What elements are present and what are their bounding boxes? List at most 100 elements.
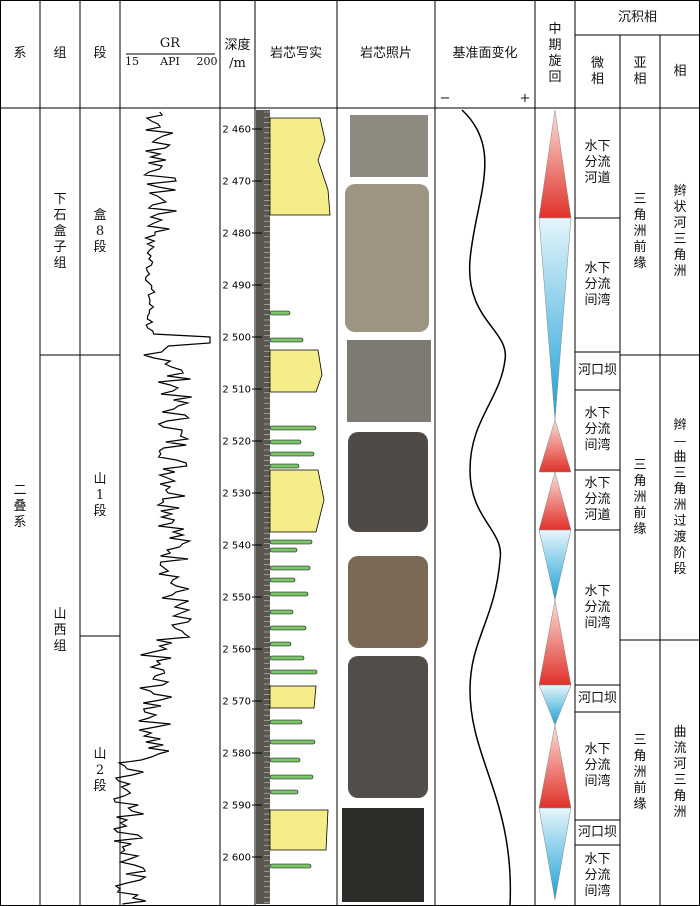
mudstone (269, 337, 304, 343)
depth-label: 2 550 (222, 593, 251, 604)
microfacies: 河口坝 (577, 824, 617, 840)
depth-label: 2 560 (222, 645, 251, 656)
facies: 辫—曲三角洲过渡阶段 (673, 417, 687, 577)
member-cell: 山2段 (80, 636, 120, 906)
subfacies-cell: 三角洲前缘 (620, 355, 660, 640)
cycle-triangles (538, 109, 572, 901)
header-system: 系 (13, 46, 27, 61)
base-level-plus: + (519, 91, 531, 106)
header-core-sketch: 岩芯写实 (269, 46, 322, 61)
mudstone (269, 577, 296, 583)
member-cell: 盒8段 (80, 108, 120, 355)
base-level-minus: − (439, 91, 451, 106)
gr-title: GR (159, 36, 181, 51)
mudstone (269, 789, 299, 795)
mudstone (269, 625, 307, 631)
mudstone (269, 539, 313, 545)
depth-label: 2 530 (222, 489, 251, 500)
microfacies-cell: 水下分流间湾 (575, 845, 620, 906)
core-ruler (256, 110, 270, 904)
mudstone (269, 547, 298, 553)
microfacies: 水下分流间湾 (584, 406, 611, 453)
facies-cell: 曲流河三角洲 (660, 640, 700, 906)
microfacies: 水下分流间湾 (584, 583, 611, 631)
depth-label: 2 500 (222, 333, 251, 344)
formation: 山西组 (53, 606, 67, 654)
microfacies: 水下分流间湾 (584, 851, 611, 899)
microfacies-cell: 水下分流间湾 (575, 218, 620, 352)
member: 盒8段 (93, 207, 107, 255)
depth-label: 2 480 (222, 229, 251, 240)
header-cycle: 中期旋回 (548, 22, 562, 85)
depth-label: 2 600 (222, 853, 251, 864)
mudstone (269, 425, 317, 431)
mudstone (269, 739, 316, 745)
base-level-curve (461, 109, 512, 906)
header-formation: 组 (53, 46, 67, 61)
microfacies-cell: 水下分流河道 (575, 470, 620, 530)
header-facies: 相 (673, 63, 687, 79)
formation-cell: 山西组 (40, 355, 80, 906)
mudstone (269, 641, 292, 647)
mudstone (269, 463, 300, 469)
mudstone (269, 591, 309, 597)
mudstone-beds (269, 310, 318, 869)
mudstone (269, 310, 291, 316)
microfacies: 水下分流河道 (584, 476, 611, 523)
depth-label: 2 510 (222, 385, 251, 396)
facies: 曲流河三角洲 (673, 725, 687, 820)
microfacies: 河口坝 (577, 363, 617, 378)
subfacies: 三角洲前缘 (633, 457, 647, 537)
header-microfacies: 微相 (590, 55, 604, 87)
member: 山1段 (93, 471, 107, 519)
header-member: 段 (93, 46, 107, 61)
gr-max: 200 (196, 55, 218, 68)
mudstone (269, 757, 301, 763)
depth-label: 2 520 (222, 437, 251, 448)
core-photos (342, 115, 431, 902)
depth-label: 2 590 (222, 801, 251, 812)
subfacies-cell: 三角洲前缘 (620, 640, 660, 906)
mudstone (269, 655, 305, 661)
mudstone (269, 719, 303, 725)
subfacies: 三角洲前缘 (633, 191, 647, 271)
sandstone-beds (269, 117, 331, 851)
mudstone (269, 565, 311, 571)
depth-label: 2 460 (222, 125, 251, 136)
mudstone (269, 451, 315, 457)
header-core-photo: 岩芯照片 (359, 46, 412, 61)
member-cell: 山1段 (80, 355, 120, 636)
formation: 下石盒子组 (53, 191, 67, 271)
depth-label: 2 580 (222, 749, 251, 760)
depth-label: 2 540 (222, 541, 251, 552)
depth-label: 2 470 (222, 177, 251, 188)
formation-cell: 下石盒子组 (40, 108, 80, 355)
mudstone (269, 609, 294, 615)
header-subfacies: 亚相 (633, 55, 647, 87)
depth-title: 深度 (224, 38, 251, 53)
depth-label: 2 570 (222, 697, 251, 708)
microfacies: 水下分流间湾 (584, 261, 611, 308)
microfacies: 水下分流河道 (584, 139, 611, 186)
gr-unit: API (160, 55, 180, 68)
microfacies-cell: 水下分流间湾 (575, 712, 620, 820)
facies-cell: 辫状河三角洲 (660, 108, 700, 355)
depth-unit: /m (229, 56, 246, 71)
microfacies-cell: 河口坝 (575, 820, 620, 845)
header-base-level: 基准面变化 (452, 46, 518, 61)
subfacies: 三角洲前缘 (633, 733, 647, 812)
microfacies-cell: 水下分流间湾 (575, 530, 620, 685)
microfacies-cell: 水下分流间湾 (575, 390, 620, 470)
facies-cell: 辫—曲三角洲过渡阶段 (660, 355, 700, 640)
microfacies-cell: 水下分流河道 (575, 108, 620, 218)
gr-curve (112, 111, 211, 905)
microfacies-cell: 河口坝 (575, 352, 620, 390)
microfacies: 水下分流间湾 (584, 742, 611, 789)
facies: 辫状河三角洲 (673, 183, 687, 279)
gr-min: 15 (125, 55, 139, 68)
member: 山2段 (93, 747, 107, 794)
system: 二叠系 (13, 483, 27, 530)
microfacies: 河口坝 (577, 690, 617, 706)
